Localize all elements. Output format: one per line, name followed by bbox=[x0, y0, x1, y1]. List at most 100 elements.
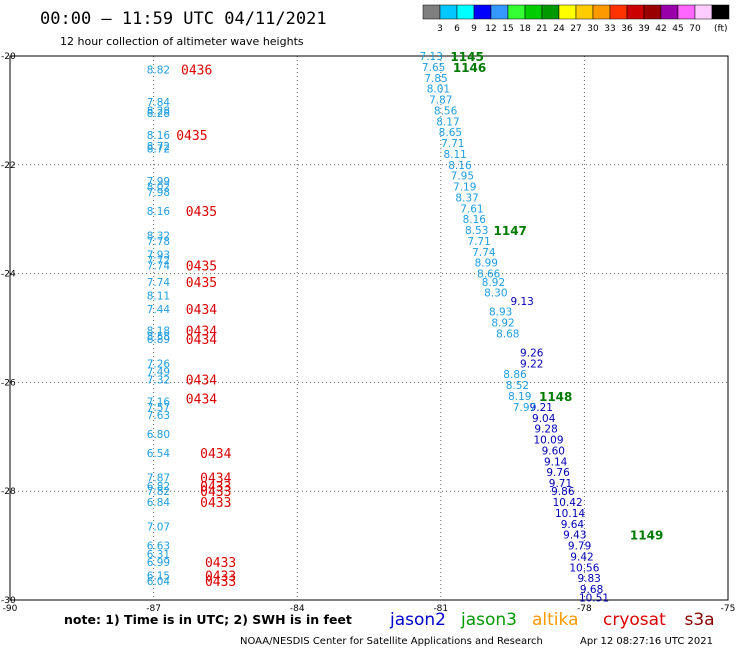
wave-height-label: 7.26 bbox=[147, 358, 171, 370]
wave-height-label: 8.52 bbox=[506, 380, 529, 392]
footer-credit: NOAA/NESDIS Center for Satellite Applica… bbox=[240, 636, 543, 647]
wave-height-label: 7.07 bbox=[147, 522, 170, 534]
wave-height-label: 9.79 bbox=[568, 541, 591, 553]
pass-time-label: 0433 bbox=[205, 556, 236, 571]
wave-height-label: 7.78 bbox=[147, 236, 170, 248]
chart-title: 00:00 – 11:59 UTC 04/11/2021 bbox=[40, 9, 327, 29]
pass-time-label: 0436 bbox=[181, 64, 212, 79]
wave-height-label: 7.74 bbox=[472, 247, 496, 259]
axis-ticks: -90 -87 -84 -81 -78 -75 -20 -22 -24 -26 -28 -30 bbox=[1, 52, 735, 614]
colorbar-unit: (ft) bbox=[714, 24, 728, 34]
colorbar-label: 9 bbox=[471, 24, 477, 34]
wave-height-label: 9.43 bbox=[563, 530, 586, 542]
wave-height-label: 7.98 bbox=[147, 187, 170, 199]
pass-time-label: 1148 bbox=[539, 390, 572, 404]
wave-height-label: 6.54 bbox=[147, 448, 171, 460]
wave-height-label: 9.26 bbox=[520, 347, 544, 359]
wave-height-label: 7.74 bbox=[147, 260, 171, 272]
wave-height-label: 9.13 bbox=[510, 296, 533, 308]
y-tick-label: -26 bbox=[1, 378, 16, 388]
colorbar-swatch bbox=[456, 4, 475, 20]
wave-height-label: 6.84 bbox=[147, 497, 171, 509]
wave-height-label: 6.31 bbox=[147, 549, 170, 561]
y-tick-label: -22 bbox=[1, 161, 16, 171]
pass-time-label: 1147 bbox=[494, 224, 527, 238]
wave-height-label: 10.51 bbox=[579, 592, 609, 604]
wave-height-label: 8.65 bbox=[439, 127, 462, 139]
wave-height-label: 7.44 bbox=[147, 304, 171, 316]
wave-height-label: 7.13 bbox=[420, 51, 443, 63]
colorbar-label: 70 bbox=[689, 24, 701, 34]
wave-height-label: 7.82 bbox=[147, 486, 170, 498]
colorbar: 3 6 9 12 15 18 21 24 27 30 33 36 39 42 45 70 (ft) bbox=[422, 4, 730, 34]
wave-height-label: 7.74 bbox=[147, 277, 171, 289]
wave-height-label: 9.14 bbox=[544, 456, 568, 468]
colorbar-label: 33 bbox=[604, 24, 615, 34]
wave-height-label: 6.80 bbox=[147, 429, 170, 441]
wave-height-label: 9.42 bbox=[570, 551, 593, 563]
wave-height-label: 8.68 bbox=[496, 328, 519, 340]
wave-height-label: 9.86 bbox=[551, 486, 575, 498]
colorbar-swatch bbox=[541, 4, 560, 20]
x-tick-label: -90 bbox=[3, 604, 18, 614]
colorbar-label: 18 bbox=[519, 24, 531, 34]
wave-height-label: 7.63 bbox=[147, 410, 170, 422]
pass-time-label: 1149 bbox=[630, 529, 663, 543]
wave-height-label: 8.72 bbox=[147, 143, 170, 155]
colorbar-swatch bbox=[711, 4, 730, 20]
wave-height-label: 9.04 bbox=[532, 413, 556, 425]
wave-height-label: 8.66 bbox=[477, 269, 501, 281]
wave-height-label: 7.87 bbox=[429, 95, 452, 107]
pass-time-label: 0434 bbox=[186, 393, 217, 408]
wave-height-label: 8.18 bbox=[147, 326, 170, 338]
legend-entry-jason2: jason2 bbox=[389, 610, 446, 630]
colorbar-label: 30 bbox=[587, 24, 599, 34]
wave-height-label: 6.82 bbox=[147, 481, 170, 493]
plot-frame bbox=[9, 55, 729, 601]
wave-height-label: 8.16 bbox=[147, 206, 171, 218]
wave-height-label: 9.68 bbox=[580, 584, 603, 596]
wave-height-label: 8.93 bbox=[489, 307, 512, 319]
colorbar-swatch bbox=[575, 4, 594, 20]
colorbar-swatch bbox=[422, 4, 441, 20]
wave-height-label: 7.72 bbox=[147, 255, 170, 267]
colorbar-label: 24 bbox=[553, 24, 565, 34]
wave-height-label: 9.76 bbox=[546, 467, 570, 479]
wave-height-label: 7.84 bbox=[147, 97, 171, 109]
wave-height-label: 7.87 bbox=[147, 473, 170, 485]
wave-height-label: 9.83 bbox=[577, 573, 600, 585]
colorbar-label: 3 bbox=[437, 24, 443, 34]
data-points: 8.827.848.288.288.168.728.727.998.027.98… bbox=[147, 50, 664, 604]
wave-height-label: 8.16 bbox=[147, 130, 171, 142]
wave-height-label: 9.71 bbox=[549, 478, 572, 490]
wave-height-label: 8.19 bbox=[508, 391, 531, 403]
pass-time-label: 0434 bbox=[186, 325, 217, 340]
pass-time-label: 0435 bbox=[186, 205, 217, 220]
pass-time-label: 0433 bbox=[200, 485, 231, 500]
legend-entry-s3a: s3a bbox=[685, 610, 715, 630]
pass-time-label: 0434 bbox=[200, 472, 231, 487]
colorbar-swatch bbox=[507, 4, 526, 20]
wave-height-label: 10.14 bbox=[555, 508, 585, 520]
wave-height-label: 7.16 bbox=[147, 396, 171, 408]
wave-height-label: 8.16 bbox=[448, 160, 472, 172]
colorbar-swatch bbox=[592, 4, 611, 20]
colorbar-label: 45 bbox=[672, 24, 683, 34]
colorbar-label: 15 bbox=[502, 24, 513, 34]
colorbar-swatch bbox=[524, 4, 543, 20]
wave-height-label: 9.64 bbox=[561, 519, 585, 531]
pass-time-label: 0435 bbox=[176, 129, 207, 144]
pass-time-label: 0434 bbox=[200, 447, 231, 462]
colorbar-swatch bbox=[490, 4, 509, 20]
pass-time-label: 0434 bbox=[186, 374, 217, 389]
y-tick-label: -24 bbox=[1, 270, 16, 280]
pass-time-label: 0435 bbox=[186, 276, 217, 291]
wave-height-label: 8.17 bbox=[436, 116, 459, 128]
colorbar-label: 6 bbox=[454, 24, 460, 34]
pass-time-label: 0433 bbox=[200, 496, 231, 511]
chart-subtitle: 12 hour collection of altimeter wave hei… bbox=[60, 35, 304, 48]
grid-lines bbox=[10, 56, 728, 600]
wave-height-label: 7.49 bbox=[147, 367, 170, 379]
wave-height-label: 6.63 bbox=[147, 541, 170, 553]
